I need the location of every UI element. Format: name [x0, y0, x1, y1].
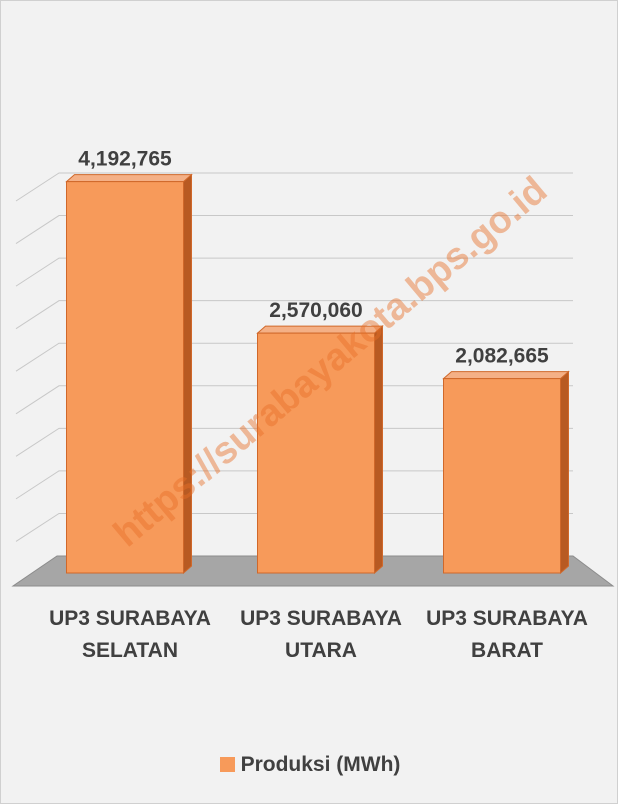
bar: [442, 370, 570, 575]
legend: Produksi (MWh): [1, 753, 617, 777]
bar-front: [257, 332, 375, 574]
bar-top: [65, 174, 193, 183]
grid-line: [15, 172, 573, 202]
bar: [256, 325, 384, 575]
grid-line: [15, 385, 573, 415]
grid-line: [15, 470, 573, 500]
x-tick-label: UP3 SURABAYA BARAT: [426, 607, 588, 662]
x-tick-label: UP3 SURABAYA SELATAN: [49, 607, 211, 662]
grid-line: [15, 427, 573, 457]
data-label: 4,192,765: [78, 148, 172, 171]
grid-line: [15, 257, 573, 287]
grid-line: [15, 512, 573, 542]
bar-front: [443, 378, 561, 574]
bar-side: [374, 325, 383, 575]
bar-front: [66, 181, 184, 574]
grid-line: [15, 342, 573, 372]
grid-line: [15, 215, 573, 244]
legend-swatch: [219, 757, 235, 772]
data-label: 2,570,060: [269, 299, 362, 322]
bar-side: [560, 370, 569, 575]
bar-top: [442, 371, 570, 380]
legend-label: Produksi (MWh): [240, 753, 401, 776]
data-label: 2,082,665: [455, 345, 549, 368]
bar: [65, 173, 193, 575]
x-tick-label: UP3 SURABAYA UTARA: [240, 607, 402, 662]
grid-line: [15, 300, 573, 330]
